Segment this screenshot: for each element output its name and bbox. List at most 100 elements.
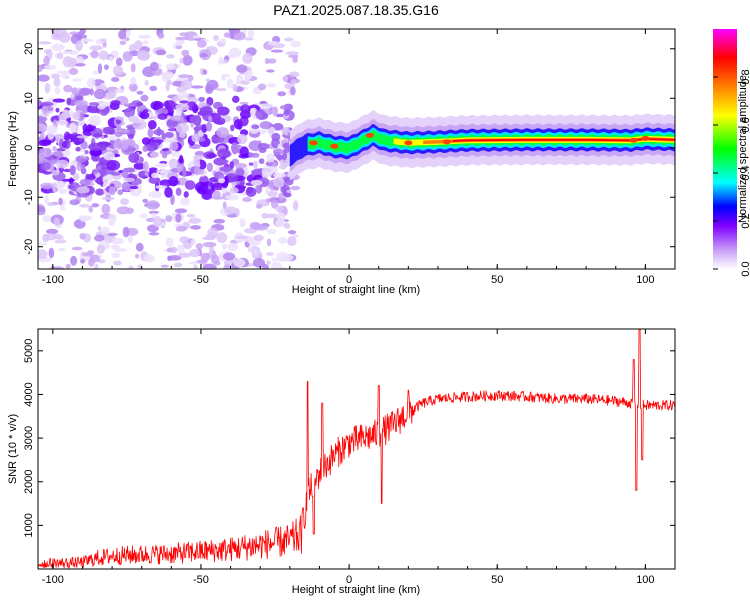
spectrogram-noise-blob (138, 34, 151, 39)
spectrogram-noise-blob (135, 242, 144, 252)
spectrogram-noise-blob (154, 163, 169, 168)
spectrogram-noise-blob (100, 38, 107, 43)
spectrogram-hotspot (365, 132, 374, 138)
spectrogram-noise-blob (97, 225, 102, 232)
spectrogram-noise-blob (251, 152, 260, 158)
spectrogram-noise-blob (130, 63, 136, 73)
spectrogram-noise-blob (166, 118, 178, 129)
spectrogram-noise-blob (40, 182, 55, 190)
spectrogram-noise-blob (176, 244, 185, 253)
spectrogram-noise-blob (175, 122, 189, 134)
spectrogram-noise-blob (130, 76, 137, 85)
spectrogram-hotspot (404, 140, 413, 146)
spectrogram-noise-blob (199, 52, 208, 58)
spectrogram-noise-blob (108, 186, 116, 196)
spectrogram-noise-blob (217, 148, 231, 159)
spectrogram-noise-blob (273, 266, 287, 269)
spectrogram-noise-blob (54, 133, 64, 139)
spectrogram-noise-blob (73, 172, 80, 181)
spectrogram-noise-blob (133, 162, 146, 170)
spectrogram-noise-blob (72, 111, 81, 121)
spectrogram-noise-blob (57, 181, 66, 188)
spectrogram-noise-blob (76, 161, 82, 172)
spectrogram-noise-blob (80, 258, 85, 264)
spectrogram-noise-blob (96, 244, 105, 254)
spectrogram-noise-blob (110, 244, 120, 250)
snr-series-line (38, 329, 675, 569)
spectrogram-noise-blob (206, 153, 218, 159)
spectrogram-noise-blob (61, 141, 68, 149)
spectrogram-noise-blob (128, 265, 134, 269)
spectrogram-noise-blob (108, 56, 114, 62)
spectrogram-noise-blob (124, 37, 130, 42)
spectrogram-noise-blob (276, 257, 289, 262)
colorbar: 0.0 0.2 0.4 0.6 0.8 Normalized spectral ampl… (713, 29, 750, 277)
spectrogram-noise-blob (139, 213, 148, 219)
spectrogram-noise-blob (42, 140, 52, 145)
spectrogram-noise-blob (80, 38, 94, 42)
spectrogram-noise-blob (292, 200, 299, 211)
spectrogram-noise-blob (264, 213, 279, 219)
spectrogram-noise-blob (165, 237, 174, 248)
spectrogram-noise-blob (88, 115, 102, 126)
spectrogram-noise-blob (213, 182, 223, 188)
spectrogram-xtick-label: -100 (42, 274, 64, 286)
spectrogram-hotspot (641, 135, 650, 141)
spectrogram-noise-blob (230, 29, 235, 40)
spectrogram-noise-blob (74, 99, 88, 107)
spectrogram-noise-blob (142, 198, 149, 204)
spectrogram-noise-blob (143, 109, 149, 113)
spectrogram-noise-blob (218, 178, 226, 184)
spectrogram-noise-blob (181, 49, 190, 57)
spectrogram-noise-blob (175, 36, 190, 41)
spectrogram-noise-blob (270, 49, 284, 53)
spectrogram-ytick-label: 10 (23, 92, 35, 104)
spectrogram-noise-blob (207, 227, 219, 238)
spectrogram-noise-blob (201, 123, 208, 133)
spectrogram-noise-blob (155, 185, 168, 189)
spectrogram-noise-blob (212, 117, 226, 125)
spectrogram-noise-blob (94, 263, 99, 269)
spectrogram-noise-blob (76, 135, 90, 139)
spectrogram-noise-blob (251, 132, 259, 137)
spectrogram-noise-blob (252, 160, 258, 169)
snr-xtick-label: -50 (193, 574, 209, 586)
spectrogram-hotspot (629, 137, 638, 143)
spectrogram-noise-blob (275, 219, 287, 228)
spectrogram-noise-blob (82, 128, 93, 137)
spectrogram-noise-blob (286, 254, 294, 261)
spectrogram-noise-blob (52, 146, 57, 152)
spectrogram-noise-blob (245, 187, 257, 197)
spectrogram-noise-blob (206, 96, 214, 106)
spectrogram-noise-blob (229, 187, 239, 194)
spectrogram-noise-blob (178, 154, 184, 164)
spectrogram-hotspot (330, 143, 339, 149)
spectrogram-noise-blob (175, 213, 182, 223)
spectrogram-noise-blob (90, 50, 99, 59)
spectrogram-noise-blob (182, 167, 187, 178)
spectrogram-noise-blob (273, 148, 283, 155)
spectrogram-noise-blob (285, 51, 299, 56)
spectrogram-noise-blob (167, 255, 172, 262)
spectrogram-noise-blob (179, 236, 190, 244)
spectrogram-noise-blob (143, 254, 155, 263)
spectrogram-noise-blob (57, 189, 68, 194)
spectrogram-noise-blob (158, 32, 165, 39)
spectrogram-noise-blob (254, 224, 269, 231)
spectrogram-noise-blob (190, 225, 202, 230)
spectrogram-noise-blob (123, 177, 136, 182)
spectrogram-noise-blob (278, 237, 287, 244)
spectrogram-noise-blob (227, 242, 238, 252)
spectrogram-noise-blob (91, 203, 100, 208)
spectrogram-noise-blob (43, 55, 50, 66)
spectrogram-noise-blob (265, 186, 270, 195)
snr-xtick-label: 0 (346, 574, 352, 586)
spectrogram-noise-blob (258, 158, 265, 165)
spectrogram-ytick-label: 20 (23, 43, 35, 55)
spectrogram-noise-blob (92, 168, 99, 175)
spectrogram-noise-blob (276, 212, 286, 221)
spectrogram-noise-blob (58, 197, 63, 206)
spectrogram-noise-blob (148, 190, 162, 199)
